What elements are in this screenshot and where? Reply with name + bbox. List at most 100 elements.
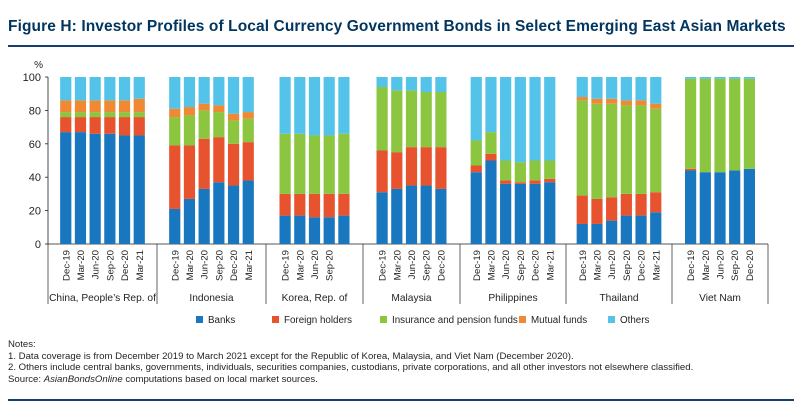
bar-segment-banks [74,132,87,244]
bar-segment-mutual-funds [227,113,240,121]
bar-segment-foreign-holders [169,145,181,209]
bar-segment-foreign-holders [514,182,526,184]
bar-segment-others [308,77,321,136]
legend-label: Mutual funds [531,315,587,326]
bar-segment-mutual-funds [576,97,588,101]
bar-segment-banks [60,132,72,244]
y-tick-label: 80 [29,105,41,117]
bar-segment-insurance-and-pension-funds [650,108,662,193]
bar-segment-others [685,77,697,79]
x-tick-label: Mar-20 [185,250,196,280]
x-tick-label: Mar-21 [135,250,146,280]
x-tick-label: Sep-20 [214,250,225,281]
y-axis-label: % [34,60,43,71]
bar-segment-foreign-holders [470,165,482,173]
bar-segment-banks [729,170,741,244]
bar-segment-foreign-holders [104,117,116,134]
bar-segment-banks [169,208,181,244]
x-tick-label: Sep-20 [622,250,633,281]
bar-segment-banks [544,182,556,244]
bar-segment-insurance-and-pension-funds [544,160,556,179]
bar-segment-banks [198,188,210,244]
x-tick-label: Sep-20 [422,250,433,281]
bar-segment-foreign-holders [198,138,210,189]
bar-segment-foreign-holders [500,180,512,184]
bar-segment-mutual-funds [89,100,101,113]
legend-swatch [519,316,526,323]
bar-segment-insurance-and-pension-funds [514,162,526,183]
bar-segment-others [591,77,603,99]
bar-segment-others [405,77,418,91]
bar-segment-banks [213,182,225,244]
bar-segment-others [714,77,726,79]
y-tick-label: 100 [23,72,41,84]
bar-segment-insurance-and-pension-funds [391,90,403,153]
y-tick-label: 40 [29,172,41,184]
bar-segment-others [60,77,72,101]
bar-segment-foreign-holders [420,147,432,186]
bar-segment-foreign-holders [485,153,497,161]
bar-segment-banks [279,215,291,244]
bar-segment-others [294,77,306,134]
bar-segment-banks [650,212,662,244]
bar-segment-foreign-holders [635,193,647,216]
x-tick-label: Mar-21 [651,250,662,280]
x-tick-label: Dec-19 [61,250,72,281]
bar-segment-insurance-and-pension-funds [420,92,432,148]
bar-segment-insurance-and-pension-funds [74,112,87,118]
x-tick-label: Dec-20 [120,250,131,281]
bar-segment-insurance-and-pension-funds [242,118,254,143]
group-label: Malaysia [391,293,432,304]
x-tick-label: Dec-19 [472,250,483,281]
bar-segment-banks [606,220,618,244]
bar-segment-foreign-holders [529,180,541,184]
note-1: 1. Data coverage is from December 2019 t… [8,350,574,362]
bar-segment-foreign-holders [118,117,131,136]
source-line: Source: AsianBondsOnline computations ba… [8,374,794,386]
bar-segment-banks [420,185,432,244]
legend-swatch [608,316,615,323]
bar-segment-others [213,77,225,106]
bar-segment-insurance-and-pension-funds [620,105,632,194]
note-2: 2. Others include central banks, governm… [8,362,694,374]
bar-segment-others [183,77,196,108]
bar-segment-foreign-holders [227,143,240,186]
bar-segment-others [650,77,662,104]
x-tick-label: Jun-20 [310,250,321,279]
x-tick-label: Dec-19 [170,250,181,281]
x-tick-label: Mar-20 [76,250,87,280]
x-tick-label: Dec-19 [281,250,292,281]
bar-segment-others [514,77,526,163]
x-tick-label: Dec-20 [436,250,447,281]
x-tick-label: Jun-20 [501,250,512,279]
x-tick-label: Jun-20 [607,250,618,279]
bar-segment-insurance-and-pension-funds [338,133,350,194]
bar-segment-others [500,77,512,161]
bar-segment-banks [133,135,145,244]
group-label: Viet Nam [699,293,741,304]
figure-title-bar: Figure H: Investor Profiles of Local Cur… [8,18,794,36]
bar-segment-insurance-and-pension-funds [323,135,335,194]
bar-segment-banks [323,217,335,244]
bar-segment-others [485,77,497,133]
legend-label: Foreign holders [284,315,352,326]
bar-segment-mutual-funds [650,103,662,109]
bar-segment-banks [529,183,541,244]
bar-segment-mutual-funds [198,103,210,111]
bar-segment-insurance-and-pension-funds [198,110,210,139]
bar-segment-others [635,77,647,101]
bar-segment-insurance-and-pension-funds [227,120,240,144]
x-tick-label: Sep-20 [325,250,336,281]
bar-segment-banks [514,183,526,244]
legend-swatch [196,316,203,323]
figure-title: Figure H: Investor Profiles of Local Cur… [8,18,786,35]
bar-segment-banks [308,217,321,244]
bar-segment-banks [435,188,447,244]
bar-segment-mutual-funds [169,108,181,118]
bar-segment-foreign-holders [60,117,72,133]
bar-segment-foreign-holders [376,150,388,193]
x-tick-label: Dec-19 [578,250,589,281]
bar-segment-foreign-holders [213,137,225,183]
bar-segment-others [470,77,482,141]
